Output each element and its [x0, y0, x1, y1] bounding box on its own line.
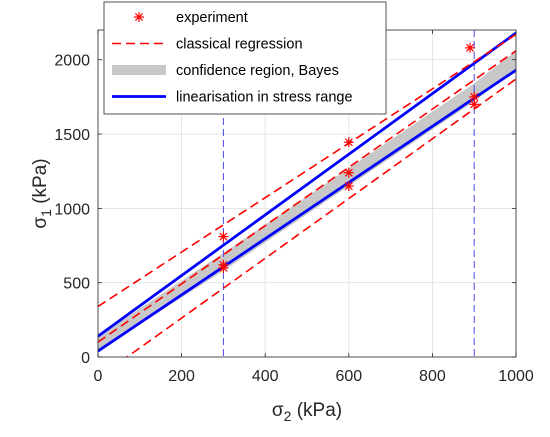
plot-area — [98, 30, 516, 357]
y-tick-label-1: 500 — [63, 276, 90, 293]
experiment-point-4 — [343, 167, 354, 178]
x-tick-label-2: 400 — [252, 368, 279, 385]
y-axis-label-symbol: σ — [30, 217, 51, 229]
legend-label-linearisation: linearisation in stress range — [176, 90, 353, 106]
legend-entry-confidence-region: confidence region, Bayes — [112, 63, 339, 79]
linearisation-upper-line — [98, 31, 516, 338]
y-tick-label-3: 1500 — [54, 127, 90, 144]
experiment-point-7 — [469, 91, 480, 102]
classical-regression-mean-line — [98, 50, 516, 343]
legend-label-confidence-region: confidence region, Bayes — [176, 63, 339, 79]
legend: experiment classical regression confiden… — [103, 1, 387, 115]
y-axis-label-subscript: 1 — [38, 209, 54, 217]
x-axis-label-unit: (kPa) — [291, 400, 342, 421]
linearisation-lower-line — [98, 68, 516, 353]
x-axis-label-symbol: σ — [272, 400, 284, 421]
experiment-point-8 — [469, 99, 480, 110]
x-tick-label-3: 600 — [335, 368, 362, 385]
experiment-point-3 — [343, 137, 354, 148]
y-axis-label: σ1 (kPa) — [30, 158, 54, 228]
legend-entry-classical-regression: classical regression — [112, 37, 303, 53]
x-tick-label-4: 800 — [419, 368, 446, 385]
x-tick-label-5: 1000 — [498, 368, 534, 385]
x-tick-label-0: 0 — [94, 368, 103, 385]
legend-entry-linearisation: linearisation in stress range — [112, 90, 353, 106]
legend-experiment-star — [134, 12, 144, 22]
x-axis-label-subscript: 2 — [284, 408, 292, 424]
experiment-point-5 — [343, 181, 354, 192]
experiment-points — [218, 42, 480, 273]
legend-symbol-experiment — [134, 12, 144, 22]
classical-regression-lower-line — [125, 78, 516, 357]
legend-entry-experiment: experiment — [134, 10, 248, 26]
confidence-region-band — [98, 50, 516, 352]
experiment-point-2 — [218, 262, 229, 273]
y-tick-label-0: 0 — [81, 350, 90, 367]
y-axis-label-unit: (kPa) — [30, 158, 51, 209]
x-axis-label: σ2 (kPa) — [272, 400, 342, 424]
legend-label-experiment: experiment — [176, 10, 248, 26]
y-tick-label-4: 2000 — [54, 53, 90, 70]
x-tick-label-1: 200 — [168, 368, 195, 385]
legend-label-classical-regression: classical regression — [176, 37, 303, 53]
y-tick-label-2: 1000 — [54, 201, 90, 218]
tick-labels: 0 200 400 600 800 1000 0 500 1000 1500 2000 — [54, 53, 533, 385]
experiment-point-0 — [218, 231, 229, 242]
experiment-point-6 — [465, 42, 476, 53]
